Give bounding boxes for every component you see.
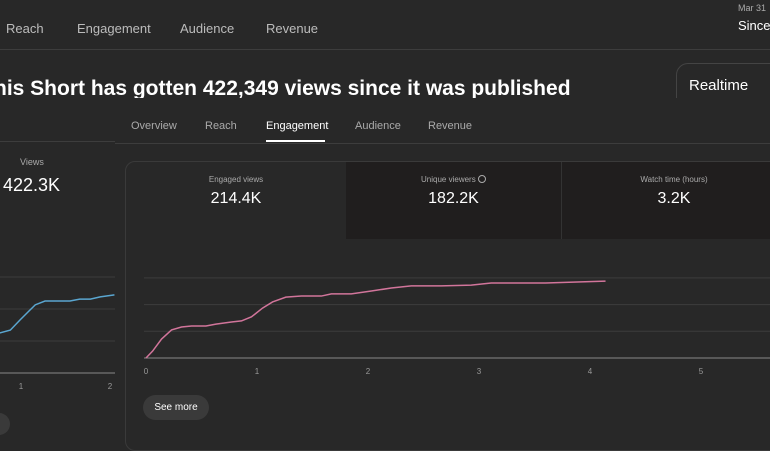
x-tick-label: 4: [588, 367, 593, 376]
divider: [115, 143, 770, 144]
metric-value: 182.2K: [428, 190, 479, 207]
tab-engagement[interactable]: Engagement: [266, 120, 329, 132]
button-partial[interactable]: [0, 413, 10, 435]
metrics-card: Engaged views 214.4K Unique viewers 182.…: [125, 161, 770, 451]
metric-unique-viewers[interactable]: Unique viewers 182.2K: [346, 162, 561, 239]
see-more-button[interactable]: See more: [143, 395, 209, 420]
x-tick-label: 5: [699, 367, 704, 376]
clock-icon[interactable]: [477, 175, 486, 183]
tab-overview[interactable]: Overview: [131, 120, 177, 132]
engaged-views-chart: 0 1 2 3 4 5: [144, 277, 770, 376]
top-tab-reach[interactable]: Reach: [6, 21, 44, 36]
metric-label: Unique viewers: [421, 175, 476, 184]
top-tab-audience[interactable]: Audience: [180, 21, 235, 36]
x-tick-label: 2: [108, 382, 113, 391]
tab-audience[interactable]: Audience: [355, 120, 401, 132]
series-line: [145, 280, 606, 359]
top-tab-revenue[interactable]: Revenue: [266, 21, 319, 36]
engagement-panel: Overview Reach Engagement Audience Reven…: [115, 98, 770, 451]
x-tick-label: 1: [19, 382, 24, 391]
divider: [0, 49, 770, 50]
views-label: Views: [20, 157, 44, 167]
active-tab-indicator: [266, 140, 325, 142]
x-tick-label: 1: [255, 367, 260, 376]
series-line: [0, 294, 115, 334]
metric-watch-time[interactable]: Watch time (hours) 3.2K: [561, 162, 770, 239]
metric-label: Watch time (hours): [640, 175, 708, 184]
date-range-date: Mar 31: [738, 3, 767, 13]
top-tab-engagement[interactable]: Engagement: [77, 21, 151, 36]
x-tick-label: 3: [477, 367, 482, 376]
metric-engaged-views[interactable]: Engaged views 214.4K: [126, 162, 346, 239]
page-title: his Short has gotten 422,349 views since…: [0, 77, 571, 98]
x-tick-label: 0: [144, 367, 149, 376]
tab-reach[interactable]: Reach: [205, 120, 237, 132]
tab-revenue[interactable]: Revenue: [428, 120, 473, 132]
divider: [0, 141, 115, 142]
metric-label: Engaged views: [208, 175, 264, 184]
metric-value: 214.4K: [210, 190, 262, 207]
metric-value: 3.2K: [657, 190, 691, 207]
realtime-label: Realtime: [689, 77, 749, 94]
date-range-selector[interactable]: Since: [738, 18, 770, 33]
x-tick-label: 2: [366, 367, 371, 376]
views-value: 422.3K: [3, 175, 61, 195]
